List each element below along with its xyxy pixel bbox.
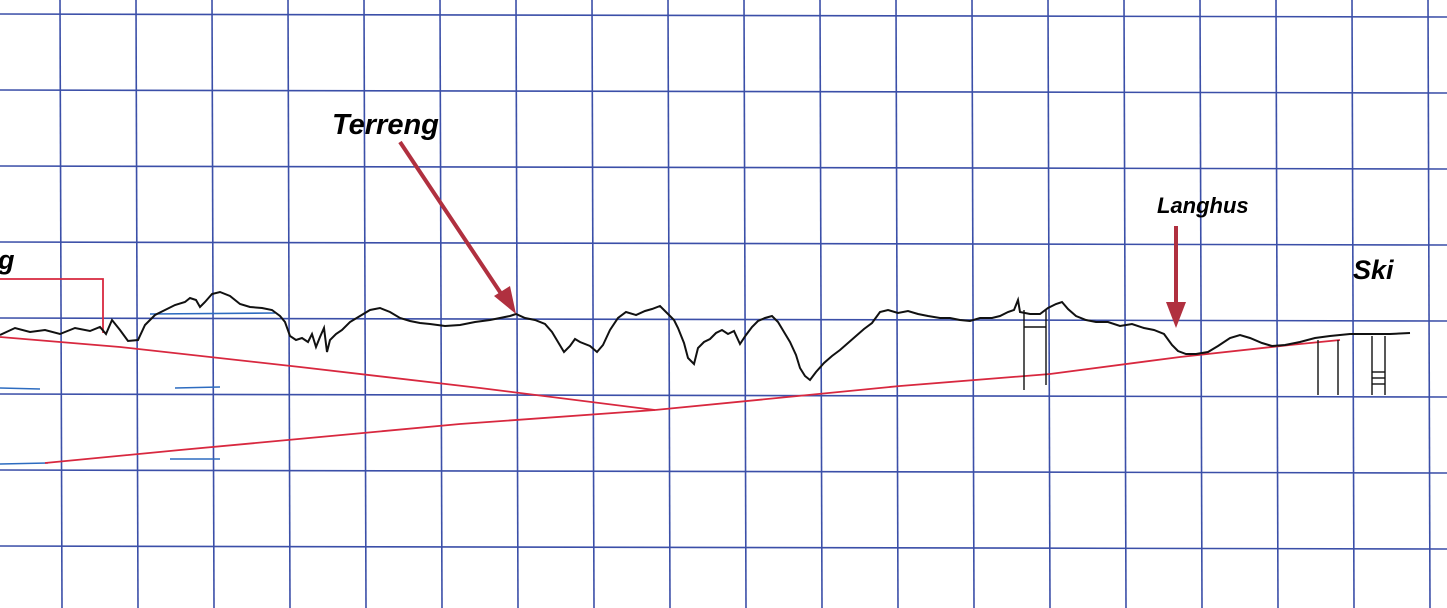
grid-hline bbox=[0, 469, 1447, 474]
grid-vline bbox=[59, 0, 63, 608]
red-bracket bbox=[0, 278, 104, 333]
annotation-arrows bbox=[398, 140, 1186, 328]
grid-hline bbox=[0, 89, 1447, 94]
grid-vline bbox=[287, 0, 291, 608]
grid-vline bbox=[743, 0, 747, 608]
terreng-arrow-head bbox=[494, 286, 516, 314]
terreng-arrow-shaft bbox=[398, 140, 506, 300]
grid-vline bbox=[591, 0, 595, 608]
terrain-profile bbox=[0, 290, 1411, 382]
grid-vline bbox=[439, 0, 443, 608]
grid-vline bbox=[363, 0, 367, 608]
grid-vline bbox=[667, 0, 671, 608]
tunnel-line-upper bbox=[0, 336, 1341, 411]
grid-vline bbox=[1123, 0, 1127, 608]
grid-hline bbox=[0, 317, 1447, 322]
station-markers bbox=[1023, 310, 1386, 395]
grid-hline bbox=[0, 545, 1447, 550]
label-terreng: Terreng bbox=[332, 109, 439, 141]
grid-vline bbox=[1351, 0, 1355, 608]
grid-hline bbox=[0, 393, 1447, 398]
grid-vline bbox=[895, 0, 899, 608]
grid-vline bbox=[971, 0, 975, 608]
grid-vline bbox=[1275, 0, 1279, 608]
grid-vline bbox=[515, 0, 519, 608]
langhus-arrow-head bbox=[1166, 302, 1186, 328]
grid-vline bbox=[135, 0, 139, 608]
grid-vline bbox=[819, 0, 823, 608]
tunnel-alignment bbox=[0, 278, 1341, 464]
grid-hline bbox=[0, 241, 1447, 246]
label-left-partial: g bbox=[0, 245, 15, 275]
grid-hline bbox=[0, 13, 1447, 18]
label-ski: Ski bbox=[1353, 255, 1394, 285]
blue-marks bbox=[0, 312, 276, 465]
label-langhus: Langhus bbox=[1157, 193, 1249, 218]
tunnel-line-lower bbox=[44, 409, 656, 464]
grid-hline bbox=[0, 165, 1447, 170]
grid-vline bbox=[1427, 0, 1431, 608]
grid-vline bbox=[1047, 0, 1051, 608]
grid-vline bbox=[1199, 0, 1203, 608]
grid-vline bbox=[211, 0, 215, 608]
